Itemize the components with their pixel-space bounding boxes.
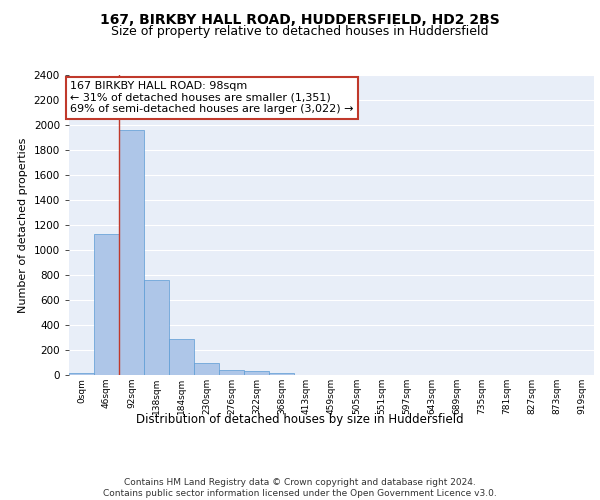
Bar (244, 371, 269, 375)
Bar (94, 234, 119, 375)
Bar (269, 372, 294, 375)
Bar (169, 339, 194, 375)
Text: 167 BIRKBY HALL ROAD: 98sqm
← 31% of detached houses are smaller (1,351)
69% of : 167 BIRKBY HALL ROAD: 98sqm ← 31% of det… (70, 81, 354, 114)
Y-axis label: Number of detached properties: Number of detached properties (18, 138, 28, 312)
Bar (144, 280, 169, 375)
Bar (69, 372, 94, 375)
Bar (219, 370, 244, 375)
Bar (119, 130, 144, 375)
Text: Contains HM Land Registry data © Crown copyright and database right 2024.
Contai: Contains HM Land Registry data © Crown c… (103, 478, 497, 498)
Text: Size of property relative to detached houses in Huddersfield: Size of property relative to detached ho… (111, 25, 489, 38)
Text: Distribution of detached houses by size in Huddersfield: Distribution of detached houses by size … (136, 412, 464, 426)
Text: 167, BIRKBY HALL ROAD, HUDDERSFIELD, HD2 2BS: 167, BIRKBY HALL ROAD, HUDDERSFIELD, HD2… (100, 12, 500, 26)
Bar (194, 362, 219, 375)
